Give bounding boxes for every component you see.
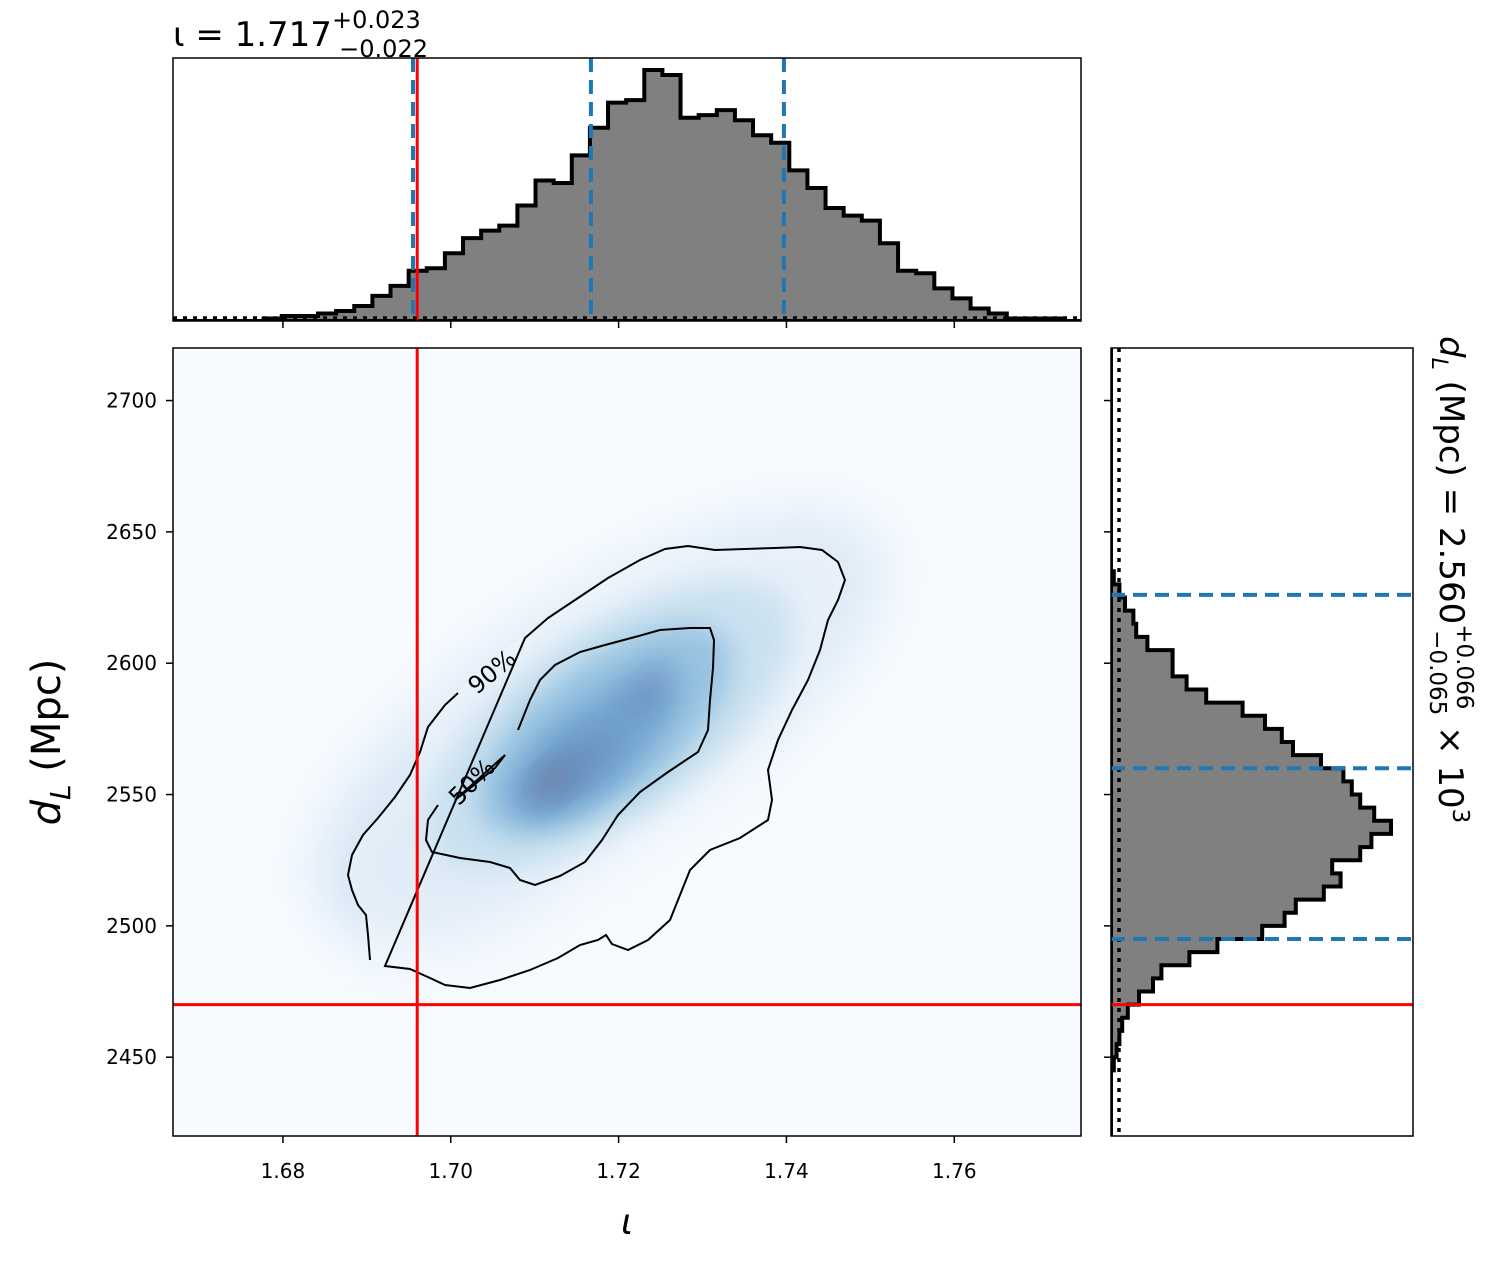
iota-marginal-panel: ι = 1.717+0.023 −0.022: [172, 6, 1082, 328]
iota-panel-ticks: [282, 321, 956, 328]
iota-histogram: [173, 68, 1081, 321]
credible-contours: [346, 544, 847, 990]
contour-90-percent: [346, 544, 847, 990]
x-tick-label-1: 1.70: [429, 1159, 474, 1183]
y-tick-label-5: 2700: [106, 389, 157, 413]
x-tick-label-3: 1.74: [764, 1159, 809, 1183]
density-heatmap: [315, 514, 885, 988]
dl-marginal-panel: dL (Mpc) = 2.560+0.066−0.065 × 103: [1104, 336, 1477, 1137]
y-tick-label-4: 2650: [106, 520, 157, 544]
y-tick-label-2: 2550: [106, 783, 157, 807]
x-tick-label-0: 1.68: [261, 1159, 306, 1183]
x-tick-label-4: 1.76: [932, 1159, 977, 1183]
x-tick-label-2: 1.72: [596, 1159, 641, 1183]
y-tick-label-1: 2500: [106, 914, 157, 938]
dl-histogram-steps: [1111, 348, 1393, 1136]
y-tick-label-0: 2450: [106, 1045, 157, 1069]
x-axis-label: ι: [621, 1202, 633, 1243]
dl-histogram: [1111, 348, 1393, 1136]
dl-posterior-title: dL (Mpc) = 2.560+0.066−0.065 × 103: [1424, 336, 1477, 823]
y-tick-label-3: 2600: [106, 651, 157, 675]
iota-posterior-title: ι = 1.717+0.023 −0.022: [173, 6, 428, 63]
joint-density-panel: 90% 50% 1.68 1.70 1.72 1.74 1.76245025002550…: [24, 347, 1082, 1243]
joint-panel-frame: [172, 347, 1082, 1137]
dl-panel-frame: [1110, 347, 1414, 1137]
contour-50-percent: [424, 627, 716, 887]
y-axis-label: dL (Mpc): [24, 659, 77, 826]
iota-histogram-steps: [173, 68, 1081, 321]
dl-quantile-lines: [1111, 592, 1413, 941]
iota-panel-frame: [172, 57, 1082, 322]
dl-panel-ticks: [1104, 399, 1111, 1058]
joint-panel-ticks: 1.68 1.70 1.72 1.74 1.76 2450 2500 2550 2600 2650…: [106, 389, 976, 1183]
